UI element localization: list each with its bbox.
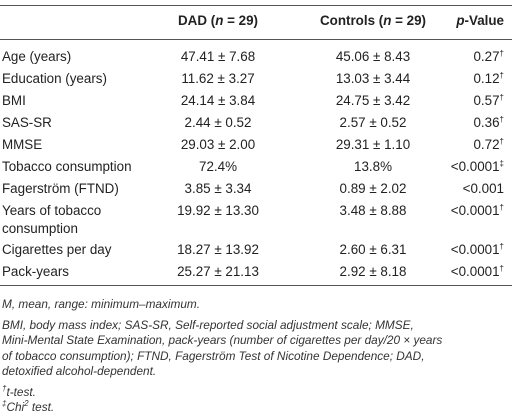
p-value-text: <0.0001 bbox=[450, 264, 500, 279]
cell-controls-value: 24.75 ± 3.42 bbox=[335, 93, 411, 108]
row-label: BMI bbox=[2, 93, 26, 108]
cell-dad-value: 29.03 ± 2.00 bbox=[180, 137, 256, 152]
cell-p-value: 0.27† bbox=[418, 48, 504, 65]
footnote-abbrev-mean: M, mean, range: minimum–maximum. bbox=[2, 297, 200, 311]
p-value-text: 0.36 bbox=[473, 115, 500, 130]
footnote-double-dagger: ‡Chi2 test. bbox=[2, 400, 510, 416]
cell-dad-value: 72.4% bbox=[199, 159, 237, 174]
p-value-test-mark: † bbox=[499, 71, 504, 80]
p-value-text: 0.27 bbox=[473, 49, 500, 64]
cell-dad-value: 11.62 ± 3.27 bbox=[181, 71, 255, 86]
row-label: Tobacco consumption bbox=[2, 159, 132, 174]
header-controls-n: n bbox=[383, 13, 392, 28]
p-value-test-mark: † bbox=[499, 93, 504, 102]
cell-p-value: 0.57† bbox=[418, 92, 504, 109]
cell-p-value: <0.0001† bbox=[418, 202, 504, 219]
row-label-continuation: consumption bbox=[2, 221, 78, 236]
column-header-controls: Controls (n = 29) bbox=[298, 13, 448, 28]
cell-p-value: <0.001 bbox=[418, 180, 504, 197]
table-header-rule bbox=[0, 39, 512, 40]
cell-dad-value: 24.14 ± 3.84 bbox=[180, 93, 256, 108]
cell-dad-value: 47.41 ± 7.68 bbox=[180, 49, 256, 64]
cell-p-value: <0.0001‡ bbox=[418, 158, 504, 175]
cell-dad-value: 18.27 ± 13.92 bbox=[177, 242, 259, 257]
cell-dad-value: 19.92 ± 13.30 bbox=[177, 203, 259, 218]
cell-dad-value: 25.27 ± 21.13 bbox=[177, 264, 259, 279]
cell-p-value: 0.72† bbox=[418, 136, 504, 153]
row-label: Education (years) bbox=[2, 71, 107, 86]
double-dagger-end: test. bbox=[28, 400, 55, 414]
footnote-abbreviations-2: Mini-Mental State Examination, pack-year… bbox=[2, 333, 443, 347]
footnote-dagger: †t-test. bbox=[2, 383, 510, 401]
cell-p-value: <0.0001† bbox=[418, 263, 504, 280]
row-label: MMSE bbox=[2, 137, 43, 152]
row-label: Pack-years bbox=[2, 264, 69, 279]
header-controls-post: = 29) bbox=[391, 13, 427, 28]
cell-p-value: <0.0001† bbox=[418, 241, 504, 258]
cell-p-value: 0.12† bbox=[418, 70, 504, 87]
footnote-abbreviations-1: BMI, body mass index; SAS-SR, Self-repor… bbox=[2, 317, 414, 332]
p-value-text: 0.57 bbox=[473, 93, 500, 108]
header-controls-pre: Controls ( bbox=[319, 13, 384, 28]
cell-controls-value: 29.31 ± 1.10 bbox=[335, 137, 411, 152]
footnote-abbreviations-4: detoxified alcohol-dependent. bbox=[2, 364, 157, 378]
row-label: Years of tobacco bbox=[2, 203, 102, 218]
p-value-test-mark: † bbox=[499, 49, 504, 58]
header-dad-n: n bbox=[215, 13, 224, 28]
p-value-test-mark: ‡ bbox=[499, 159, 504, 168]
p-value-text: 0.12 bbox=[473, 71, 500, 86]
p-value-test-mark: † bbox=[499, 203, 504, 212]
dagger-text: t-test. bbox=[6, 384, 36, 399]
cell-controls-value: 3.48 ± 8.88 bbox=[339, 203, 407, 218]
row-label: Fagerström (FTND) bbox=[2, 181, 119, 196]
p-value-text: <0.0001 bbox=[450, 242, 500, 257]
table-top-rule bbox=[0, 5, 512, 6]
cell-controls-value: 2.60 ± 6.31 bbox=[339, 242, 407, 257]
double-dagger-mark: ‡ bbox=[2, 399, 7, 408]
double-dagger-text: Chi bbox=[6, 400, 25, 414]
double-dagger-superscript: 2 bbox=[24, 399, 29, 408]
p-value-text: <0.0001 bbox=[450, 159, 500, 174]
cell-controls-value: 13.03 ± 3.44 bbox=[335, 71, 411, 86]
column-header-pvalue: p-Value bbox=[418, 13, 504, 28]
header-p-post: -Value bbox=[464, 13, 504, 28]
header-dad-post: = 29) bbox=[223, 13, 258, 28]
p-value-text: <0.0001 bbox=[450, 203, 500, 218]
cell-dad-value: 3.85 ± 3.34 bbox=[184, 181, 252, 196]
column-header-dad: DAD (n = 29) bbox=[148, 13, 288, 28]
p-value-test-mark: † bbox=[499, 137, 504, 146]
cell-controls-value: 0.89 ± 2.02 bbox=[339, 181, 407, 196]
cell-controls-value: 2.57 ± 0.52 bbox=[339, 115, 407, 130]
p-value-text: 0.72 bbox=[473, 137, 500, 152]
p-value-test-mark: † bbox=[499, 115, 504, 124]
cell-controls-value: 13.8% bbox=[354, 159, 392, 174]
header-p: p bbox=[456, 13, 465, 28]
cell-controls-value: 2.92 ± 8.18 bbox=[339, 264, 407, 279]
row-label: SAS-SR bbox=[2, 115, 52, 130]
dagger-mark: † bbox=[2, 383, 7, 393]
footnote-abbreviations-3: of tobacco consumption); FTND, Fagerströ… bbox=[2, 348, 425, 363]
header-dad-pre: DAD ( bbox=[177, 13, 216, 28]
table-bottom-rule bbox=[0, 285, 512, 286]
p-value-test-mark: † bbox=[499, 242, 504, 251]
row-label: Age (years) bbox=[2, 49, 72, 64]
row-label: Cigarettes per day bbox=[2, 242, 112, 257]
p-value-test-mark: † bbox=[499, 264, 504, 273]
cell-p-value: 0.36† bbox=[418, 114, 504, 131]
cell-dad-value: 2.44 ± 0.52 bbox=[184, 115, 252, 130]
cell-controls-value: 45.06 ± 8.43 bbox=[335, 49, 411, 64]
p-value-text: <0.001 bbox=[462, 181, 504, 196]
table-footnotes: M, mean, range: minimum–maximum. BMI, bo… bbox=[2, 297, 510, 416]
